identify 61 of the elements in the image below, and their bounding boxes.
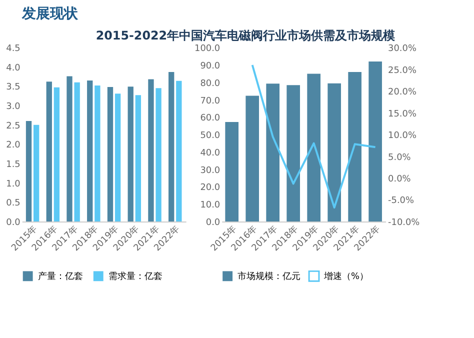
bar	[94, 85, 100, 222]
y2-tick-label: -10.0%	[388, 218, 420, 228]
legend-label: 增速（%）	[322, 271, 368, 282]
y-tick-label: 80.0	[200, 78, 220, 89]
y-tick-label: 100.0	[194, 44, 220, 54]
bar	[66, 76, 72, 222]
y-tick-label: 2.5	[6, 121, 20, 132]
bar	[135, 95, 142, 222]
y2-tick-label: 5.0%	[388, 152, 411, 163]
line-series	[251, 64, 376, 209]
y-tick-label: 3.0	[6, 102, 21, 112]
bar	[286, 85, 300, 222]
bar	[348, 72, 362, 222]
legend-label: 产量：亿套	[38, 271, 83, 282]
y-tick-label: 0.0	[6, 218, 21, 228]
text: 2015-2022年中国汽车电磁阀行业市场供需及市场规模	[96, 28, 396, 43]
text: 发展现状	[20, 6, 79, 22]
y-tick-label: 0.5	[6, 198, 20, 209]
y2-tick-label: 0.0%	[388, 174, 411, 185]
bar	[74, 82, 80, 222]
bar	[328, 83, 341, 222]
y-tick-label: 1.0	[6, 179, 21, 190]
bar	[107, 87, 114, 222]
bar	[87, 80, 93, 222]
y-tick-label: 1.5	[6, 160, 20, 170]
bar	[114, 94, 121, 222]
y-tick-label: 2.0	[6, 140, 21, 151]
bar	[34, 124, 40, 222]
y2-tick-label: 10.0%	[388, 131, 416, 142]
y2-tick-label: 25.0%	[388, 66, 416, 76]
bar	[246, 96, 259, 222]
bar	[26, 121, 32, 222]
bar	[225, 122, 239, 222]
bar	[266, 84, 280, 222]
y2-tick-label: 30.0%	[388, 44, 416, 54]
y-tick-label: 60.0	[200, 114, 220, 124]
bar	[128, 86, 134, 222]
bar	[176, 80, 182, 222]
y-tick-label: 50.0	[200, 131, 220, 142]
y-tick-label: 0.0	[206, 218, 220, 228]
y-tick-label: 70.0	[200, 96, 220, 106]
bar	[156, 88, 162, 222]
bar	[46, 82, 52, 222]
legend-label: 市场规模：亿元	[237, 271, 300, 282]
y2-tick-label: -5.0%	[388, 196, 414, 206]
legend-label: 需求量：亿套	[108, 271, 162, 282]
y-tick-label: 90.0	[200, 61, 220, 72]
y-tick-label: 10.0	[200, 200, 220, 211]
bar	[307, 74, 320, 222]
y-tick-label: 30.0	[200, 166, 220, 176]
y2-tick-label: 20.0%	[388, 88, 416, 98]
bar	[54, 87, 60, 222]
y-tick-label: 4.0	[6, 63, 21, 74]
bar	[168, 72, 174, 222]
y-tick-label: 40.0	[200, 148, 220, 158]
y2-tick-label: 15.0%	[388, 109, 416, 120]
bar	[148, 79, 154, 222]
bar	[368, 62, 382, 222]
y-tick-label: 4.5	[6, 44, 20, 54]
y-tick-label: 20.0	[200, 183, 220, 194]
y-tick-label: 3.5	[6, 82, 20, 93]
